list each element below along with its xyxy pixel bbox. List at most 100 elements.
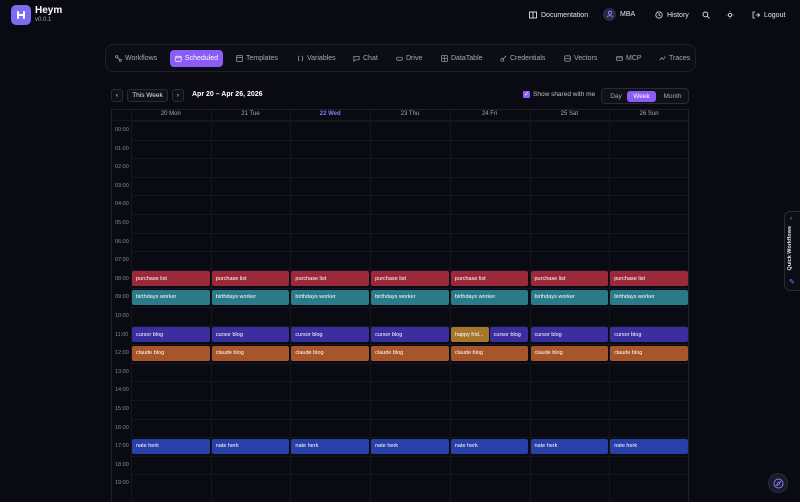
hour-label: 09:00	[115, 294, 129, 301]
quick-workflows-tab[interactable]: ‹ Quick Workflows ✎	[784, 211, 800, 291]
calendar-event[interactable]: nate herk	[450, 438, 529, 454]
view-day-button[interactable]: Day	[610, 93, 622, 100]
calendar-event[interactable]: birthdays worker	[291, 289, 370, 305]
day-header[interactable]: 26 Sun	[639, 111, 659, 117]
template-icon	[236, 55, 243, 62]
calendar-event[interactable]: birthdays worker	[371, 289, 449, 305]
nav-workflows[interactable]: Workflows	[110, 50, 162, 67]
vector-icon	[564, 55, 571, 62]
history-button[interactable]: History	[655, 9, 689, 21]
calendar-event[interactable]: purchase list	[132, 271, 210, 287]
view-month-button[interactable]: Month	[663, 93, 682, 100]
chevron-right-icon: ›	[176, 92, 180, 99]
calendar-event[interactable]: purchase list	[291, 271, 370, 287]
hour-line	[131, 121, 688, 122]
calendar-event[interactable]: cursor blog	[132, 327, 210, 343]
calendar-event[interactable]: cursor blog	[291, 327, 370, 343]
calendar-event[interactable]: cursor blog	[489, 327, 529, 343]
search-button[interactable]	[702, 9, 710, 21]
nav-mcp[interactable]: MCP	[611, 50, 647, 67]
variable-icon	[297, 55, 304, 62]
next-week-button[interactable]: ›	[172, 89, 184, 102]
calendar-event[interactable]: claude blog	[211, 345, 290, 361]
hour-line	[131, 400, 688, 401]
calendar-event[interactable]: nate herk	[132, 438, 210, 454]
calendar-event[interactable]: claude blog	[530, 345, 609, 361]
date-range: Apr 20 – Apr 26, 2026	[192, 91, 263, 98]
calendar-event[interactable]: purchase list	[450, 271, 529, 287]
quick-workflows-label: Quick Workflows	[787, 226, 793, 271]
prev-week-button[interactable]: ‹	[111, 89, 123, 102]
nav-traces-label: Traces	[669, 55, 691, 62]
calendar-event[interactable]: purchase list	[530, 271, 609, 287]
trace-icon	[659, 56, 666, 61]
calendar-event[interactable]: birthdays worker	[450, 289, 529, 305]
day-header[interactable]: 23 Thu	[400, 111, 420, 117]
documentation-label: Documentation	[541, 11, 589, 19]
this-week-button[interactable]: This Week	[127, 89, 168, 102]
nav-scheduled-label: Scheduled	[184, 55, 218, 62]
calendar-event[interactable]: cursor blog	[530, 327, 609, 343]
heym-logo[interactable]	[11, 5, 31, 25]
calendar-event[interactable]: cursor blog	[610, 327, 688, 343]
calendar-event[interactable]: nate herk	[530, 438, 609, 454]
hour-label: 01:00	[115, 145, 129, 152]
nav-variables[interactable]: Variables	[292, 50, 341, 67]
nav-chat[interactable]: Chat	[348, 50, 383, 67]
day-header[interactable]: 25 Sat	[560, 111, 579, 117]
assistant-button[interactable]	[768, 473, 788, 493]
nav-chat-label: Chat	[363, 55, 378, 62]
hour-line	[131, 344, 688, 346]
show-shared-toggle[interactable]: ✓ Show shared with me	[523, 91, 595, 98]
nav-scheduled[interactable]: Scheduled	[170, 50, 223, 67]
user-menu[interactable]: MBA	[603, 7, 635, 21]
key-icon	[500, 55, 507, 62]
nav-templates[interactable]: Templates	[231, 50, 283, 67]
hour-line	[131, 158, 688, 160]
calendar-event[interactable]: claude blog	[371, 345, 449, 361]
calendar-event[interactable]: purchase list	[371, 271, 449, 287]
day-header[interactable]: 20 Mon	[160, 111, 181, 117]
calendar-event[interactable]: birthdays worker	[610, 289, 688, 305]
nav-credentials[interactable]: Credentials	[495, 50, 550, 67]
drive-icon	[396, 56, 403, 61]
checkbox-checked-icon[interactable]: ✓	[523, 91, 530, 98]
mcp-icon	[616, 55, 623, 62]
calendar-event[interactable]: purchase list	[211, 271, 290, 287]
nav-drive[interactable]: Drive	[391, 50, 427, 67]
view-week-button[interactable]: Week	[627, 91, 656, 102]
calendar-event[interactable]: nate herk	[610, 438, 688, 454]
day-header[interactable]: 24 Fri	[481, 111, 498, 117]
calendar-event[interactable]: nate herk	[211, 438, 290, 454]
theme-toggle[interactable]	[726, 9, 734, 21]
calendar-event[interactable]: nate herk	[291, 438, 370, 454]
logout-icon	[752, 11, 760, 19]
calendar-event[interactable]: claude blog	[610, 345, 688, 361]
nav-drive-label: Drive	[406, 55, 423, 62]
nav-datatable[interactable]: DataTable	[436, 50, 488, 67]
calendar-event[interactable]: cursor blog	[211, 327, 290, 343]
logout-button[interactable]: Logout	[752, 9, 785, 21]
chat-icon	[353, 55, 360, 62]
hour-label: 10:00	[115, 313, 129, 319]
calendar-event[interactable]: purchase list	[610, 271, 688, 287]
calendar-event[interactable]: nate herk	[371, 438, 449, 454]
hour-label: 04:00	[115, 201, 129, 208]
calendar-event[interactable]: claude blog	[450, 345, 529, 361]
calendar-event[interactable]: claude blog	[132, 345, 210, 361]
day-column-divider	[529, 110, 531, 502]
calendar-event[interactable]: birthdays worker	[530, 289, 609, 305]
nav-vectors[interactable]: Vectors	[559, 50, 602, 67]
day-header[interactable]: 22 Wed	[319, 111, 341, 117]
calendar-event[interactable]: claude blog	[291, 345, 370, 361]
day-header[interactable]: 21 Tue	[241, 111, 260, 117]
calendar-event[interactable]: happy frid...	[450, 327, 489, 343]
calendar-event[interactable]: birthdays worker	[211, 289, 290, 305]
calendar-event[interactable]: cursor blog	[371, 327, 449, 343]
nav-traces[interactable]: Traces	[654, 50, 695, 67]
documentation-link[interactable]: Documentation	[529, 9, 588, 21]
user-icon	[606, 10, 613, 18]
hour-label: 19:00	[115, 480, 129, 487]
calendar-event[interactable]: birthdays worker	[132, 289, 210, 305]
hour-label: 00:00	[115, 127, 129, 133]
